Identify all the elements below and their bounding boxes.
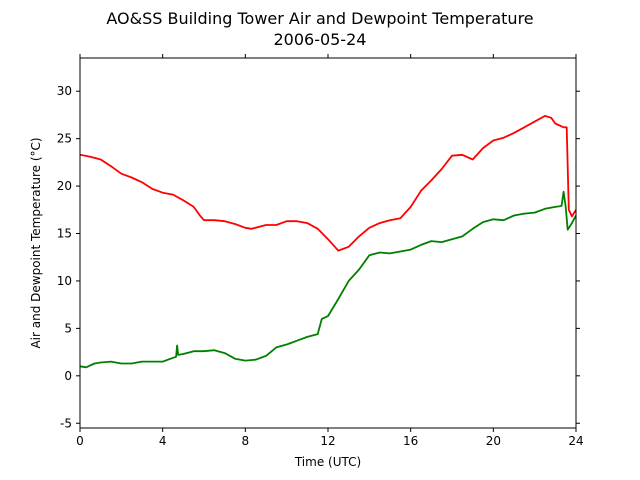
x-tick-label: 8 (242, 434, 250, 448)
series-line-1 (79, 190, 577, 369)
y-tick-label: 15 (57, 227, 72, 241)
x-tick-label: 20 (486, 434, 501, 448)
chart-title: AO&SS Building Tower Air and Dewpoint Te… (106, 9, 533, 28)
x-tick-label: 12 (320, 434, 335, 448)
x-tick-label: 4 (159, 434, 167, 448)
y-tick-label: 25 (57, 132, 72, 146)
series-line-0 (79, 115, 577, 252)
y-tick-label: 10 (57, 274, 72, 288)
x-tick-label: 24 (568, 434, 583, 448)
axis-ticks: 0 4 8 12 16 20 24 -5 0 5 10 15 20 25 30 (57, 54, 584, 448)
x-tick-label: 16 (403, 434, 418, 448)
y-tick-label: 30 (57, 84, 72, 98)
y-tick-label: 20 (57, 179, 72, 193)
y-tick-label: -5 (60, 416, 72, 430)
x-axis-label: Time (UTC) (294, 455, 361, 469)
x-tick-label: 0 (76, 434, 84, 448)
plot-lines (79, 115, 577, 369)
y-tick-label: 0 (64, 369, 72, 383)
plot-frame (79, 57, 577, 429)
chart-subtitle: 2006-05-24 (274, 30, 367, 49)
y-tick-label: 5 (64, 321, 72, 335)
y-axis-label: Air and Dewpoint Temperature (°C) (29, 137, 43, 348)
